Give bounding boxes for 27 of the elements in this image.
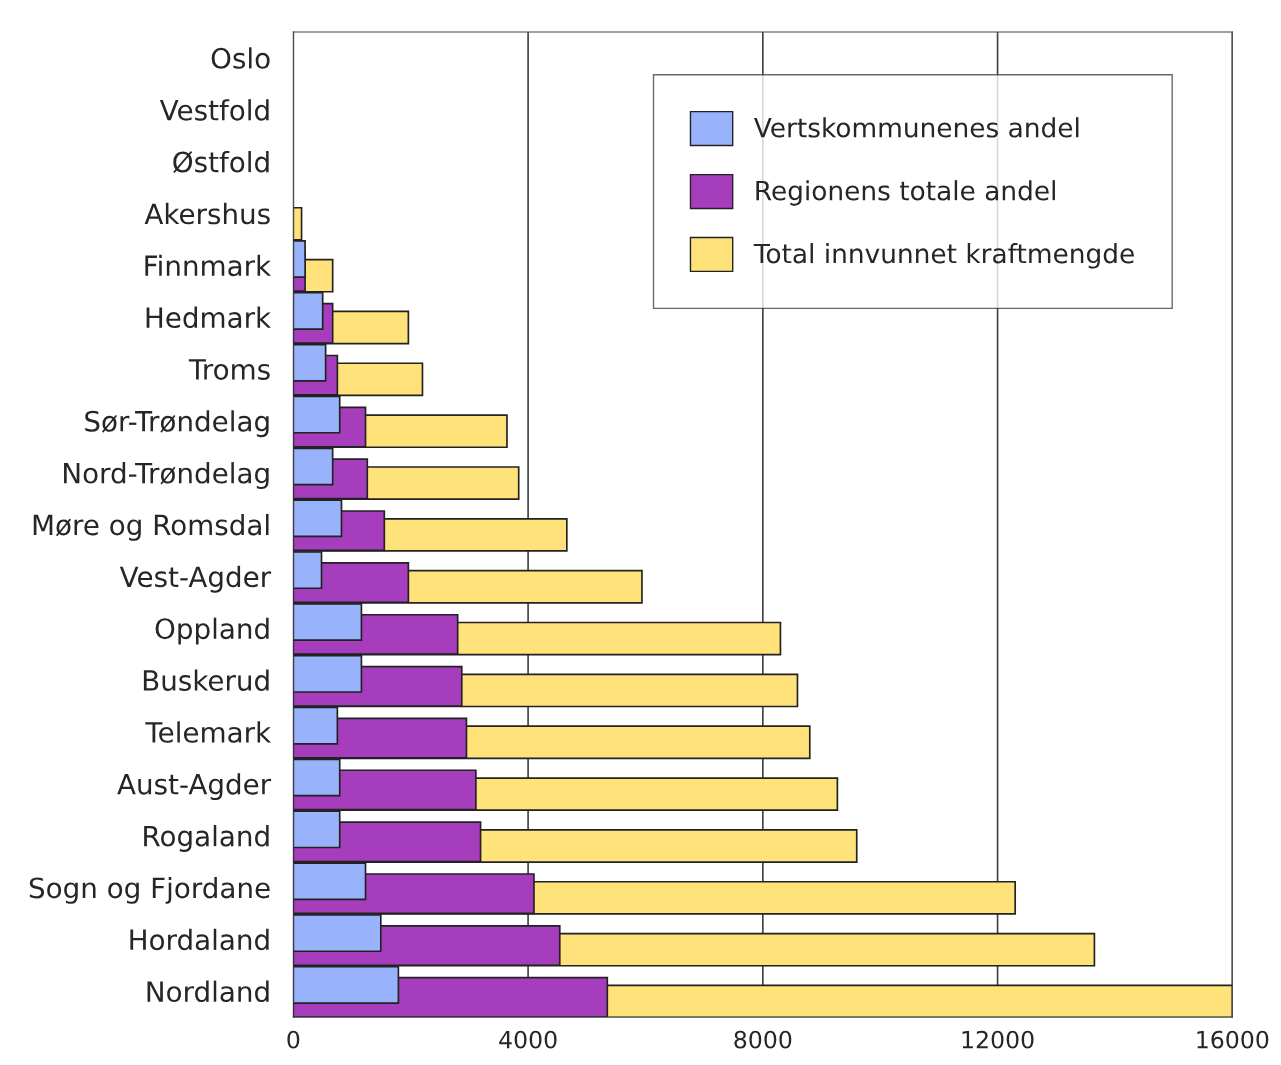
y-tick-label: Aust-Agder <box>117 773 272 801</box>
y-tick-label: Vest-Agder <box>119 565 272 593</box>
y-tick-label: Hordaland <box>130 928 269 951</box>
y-tick-label: Hedmark <box>146 306 272 329</box>
y-tick-label: Troms <box>188 359 270 380</box>
legend-label: Regionens totale andel <box>756 180 1055 206</box>
y-tick-label: Buskerud <box>143 669 269 692</box>
y-tick-label: Nordland <box>147 980 269 1003</box>
y-tick-label: Oppland <box>155 617 269 645</box>
y-tick-label: Sør-Trøndelag <box>85 410 269 438</box>
y-tick-label: Møre og Romsdal <box>33 513 269 541</box>
y-tick-label: Nord-Trøndelag <box>64 462 269 489</box>
y-tick-label: Finnmark <box>145 254 272 277</box>
legend-label: Vertskommunenes andel <box>754 117 1079 138</box>
legend-label: Total innvunnet kraftmengde <box>753 243 1134 269</box>
y-tick-label: Akershus <box>144 202 270 225</box>
x-tick-label: 16000 <box>1197 1030 1269 1049</box>
y-tick-label: Oslo <box>211 47 270 69</box>
y-tick-label: Telemark <box>145 721 272 743</box>
y-tick-label: Sogn og Fjordane <box>29 876 270 904</box>
x-tick-label: 8000 <box>734 1030 792 1049</box>
y-tick-label: Vestfold <box>159 99 269 121</box>
x-tick-label: 4000 <box>499 1030 557 1049</box>
y-tick-label: Rogaland <box>144 825 269 852</box>
y-tick-label: Østfold <box>173 150 269 174</box>
x-tick-label: 12000 <box>962 1030 1034 1049</box>
x-tick-label: 0 <box>287 1030 300 1049</box>
